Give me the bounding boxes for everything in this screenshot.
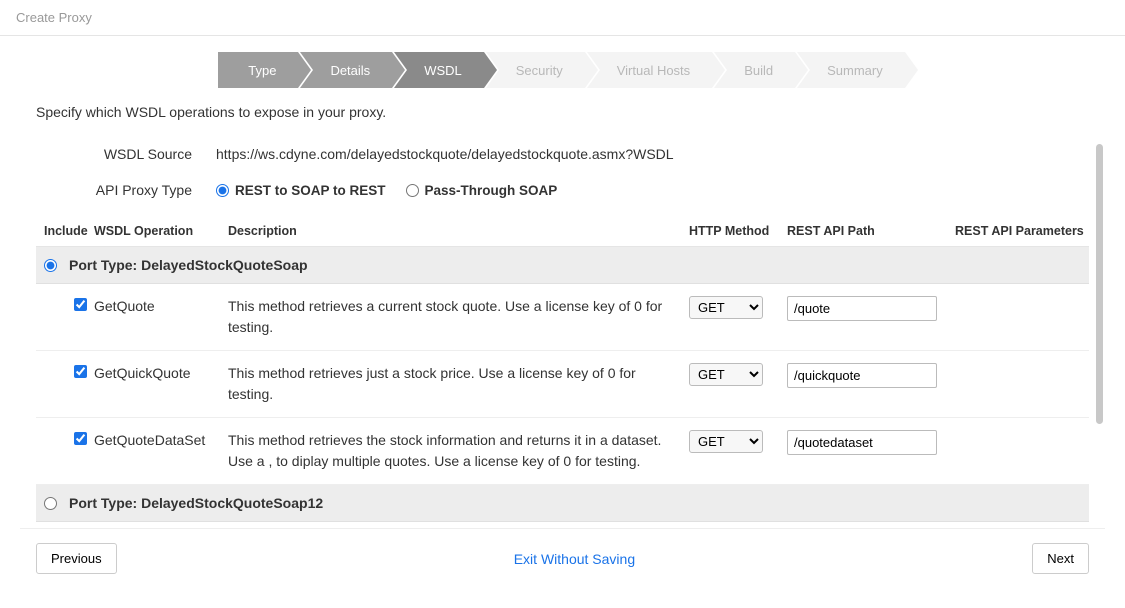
http-method-select[interactable]: GET	[689, 296, 763, 319]
operation-name: GetQuote	[94, 296, 228, 314]
radio-label: Pass-Through SOAP	[425, 183, 558, 198]
step-summary[interactable]: Summary	[797, 52, 905, 88]
include-checkbox[interactable]	[74, 432, 87, 445]
previous-button[interactable]: Previous	[36, 543, 117, 574]
scrollbar[interactable]	[1096, 144, 1103, 424]
rest-path-input[interactable]	[787, 430, 937, 455]
http-method-select[interactable]: GET	[689, 363, 763, 386]
step-label: WSDL	[424, 63, 462, 78]
wizard-steps: Type Details WSDL Security Virtual Hosts…	[20, 36, 1105, 96]
include-checkbox[interactable]	[74, 298, 87, 311]
col-path: REST API Path	[787, 224, 955, 238]
operation-row: GetQuickQuote This method retrieves just…	[36, 351, 1089, 418]
step-label: Virtual Hosts	[617, 63, 690, 78]
api-proxy-type-row: API Proxy Type REST to SOAP to REST Pass…	[20, 172, 1105, 208]
step-security[interactable]: Security	[486, 52, 585, 88]
exit-without-saving-link[interactable]: Exit Without Saving	[514, 551, 635, 567]
next-button[interactable]: Next	[1032, 543, 1089, 574]
step-label: Build	[744, 63, 773, 78]
proxy-type-passthrough[interactable]: Pass-Through SOAP	[406, 183, 558, 198]
operation-row: GetQuote This method retrieves a current…	[36, 284, 1089, 351]
api-proxy-type-options: REST to SOAP to REST Pass-Through SOAP	[216, 183, 557, 198]
operation-name: GetQuickQuote	[94, 363, 228, 381]
step-virtual-hosts[interactable]: Virtual Hosts	[587, 52, 712, 88]
col-description: Description	[228, 224, 689, 238]
step-label: Type	[248, 63, 276, 78]
wsdl-source-row: WSDL Source https://ws.cdyne.com/delayed…	[20, 136, 1105, 172]
operation-desc: This method retrieves just a stock price…	[228, 363, 689, 405]
operation-row: GetQuoteDataSet This method retrieves th…	[36, 418, 1089, 485]
port-type-name: Port Type: DelayedStockQuoteSoap12	[69, 495, 323, 511]
operations-table: Include WSDL Operation Description HTTP …	[36, 216, 1089, 522]
col-params: REST API Parameters	[955, 224, 1089, 238]
port-type-radio[interactable]	[44, 259, 57, 272]
port-type-row[interactable]: Port Type: DelayedStockQuoteSoap12	[36, 485, 1089, 522]
instruction-text: Specify which WSDL operations to expose …	[20, 96, 1105, 136]
step-label: Security	[516, 63, 563, 78]
radio-label: REST to SOAP to REST	[235, 183, 386, 198]
proxy-type-radio-passthrough[interactable]	[406, 184, 419, 197]
col-operation: WSDL Operation	[94, 224, 228, 238]
port-type-name: Port Type: DelayedStockQuoteSoap	[69, 257, 308, 273]
rest-path-input[interactable]	[787, 363, 937, 388]
operation-name: GetQuoteDataSet	[94, 430, 228, 448]
footer-bar: Previous Exit Without Saving Next	[20, 528, 1105, 588]
rest-path-input[interactable]	[787, 296, 937, 321]
include-checkbox[interactable]	[74, 365, 87, 378]
page-header: Create Proxy	[0, 0, 1125, 36]
step-details[interactable]: Details	[300, 52, 392, 88]
operation-desc: This method retrieves a current stock qu…	[228, 296, 689, 338]
step-label: Summary	[827, 63, 883, 78]
table-header-row: Include WSDL Operation Description HTTP …	[36, 216, 1089, 247]
col-include: Include	[36, 224, 94, 238]
col-method: HTTP Method	[689, 224, 787, 238]
step-type[interactable]: Type	[218, 52, 298, 88]
step-wsdl[interactable]: WSDL	[394, 52, 484, 88]
proxy-type-radio-rest[interactable]	[216, 184, 229, 197]
main-panel: Type Details WSDL Security Virtual Hosts…	[20, 36, 1105, 588]
wsdl-source-value: https://ws.cdyne.com/delayedstockquote/d…	[216, 146, 674, 162]
step-label: Details	[330, 63, 370, 78]
page-title: Create Proxy	[16, 10, 92, 25]
step-build[interactable]: Build	[714, 52, 795, 88]
port-type-radio[interactable]	[44, 497, 57, 510]
proxy-type-rest-to-soap[interactable]: REST to SOAP to REST	[216, 183, 386, 198]
api-proxy-type-label: API Proxy Type	[36, 182, 216, 198]
http-method-select[interactable]: GET	[689, 430, 763, 453]
operation-desc: This method retrieves the stock informat…	[228, 430, 689, 472]
wsdl-source-label: WSDL Source	[36, 146, 216, 162]
port-type-row[interactable]: Port Type: DelayedStockQuoteSoap	[36, 247, 1089, 284]
